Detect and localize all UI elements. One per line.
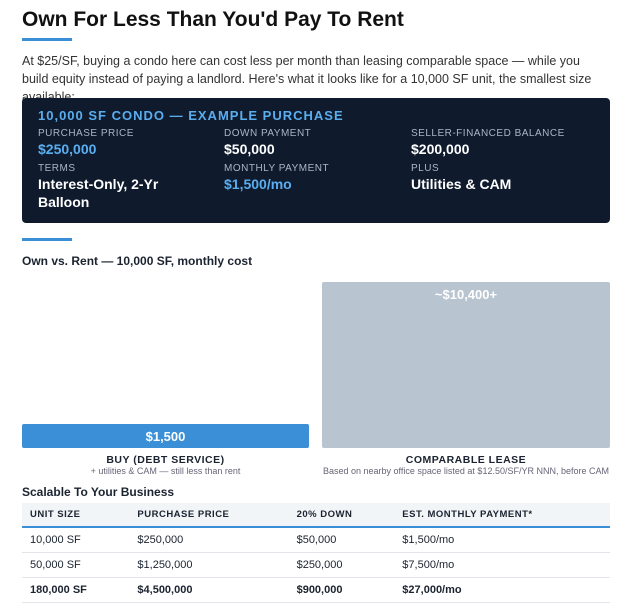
table-cell: $1,250,000: [129, 552, 289, 578]
column-header: EST. MONTHLY PAYMENT*: [394, 503, 610, 528]
column-header: 20% DOWN: [288, 503, 395, 528]
table-row: 10,000 SF $250,000 $50,000 $1,500/mo: [22, 527, 610, 553]
field-value: $250,000: [38, 141, 97, 157]
chart-title: Own vs. Rent — 10,000 SF, monthly cost: [22, 254, 253, 268]
table-cell: $1,500/mo: [394, 527, 610, 553]
table-cell: $27,000/mo: [394, 577, 610, 603]
example-title: 10,000 SF CONDO — EXAMPLE PURCHASE: [38, 108, 344, 123]
table-cell: $250,000: [288, 552, 395, 578]
field-value: $200,000: [411, 141, 470, 157]
table-cell: $250,000: [129, 527, 289, 553]
table-cell: 50,000 SF: [22, 552, 130, 578]
value-label: $1,500: [146, 429, 186, 444]
field-value: $1,500/mo: [224, 176, 292, 192]
field-label: TERMS: [38, 163, 76, 174]
field-label: SELLER-FINANCED BALANCE: [411, 128, 565, 139]
field: PURCHASE PRICE $250,000: [38, 128, 208, 158]
field-value: Utilities & CAM: [411, 176, 512, 192]
page-title: Own For Less Than You'd Pay To Rent: [22, 8, 404, 31]
scale-table: UNIT SIZE PURCHASE PRICE 20% DOWN EST. MONT…: [22, 503, 610, 603]
field: TERMS Interest-Only, 2-Yr Balloon: [38, 163, 188, 211]
bar: [322, 282, 610, 448]
table-cell: 180,000 SF: [22, 577, 130, 603]
divider: [22, 238, 72, 241]
category-label: BUY (DEBT SERVICE): [106, 454, 224, 466]
chart: $1,500 BUY (DEBT SERVICE)+ utilities & CA…: [22, 282, 610, 476]
table-row: 180,000 SF $4,500,000 $900,000 $27,000/mo: [22, 577, 610, 603]
bar: [22, 424, 309, 448]
table-cell: 10,000 SF: [22, 527, 130, 553]
table-title: Scalable To Your Business: [22, 485, 175, 499]
field-label: DOWN PAYMENT: [224, 128, 312, 139]
category-label: COMPARABLE LEASE: [406, 454, 526, 466]
example-box: 10,000 SF CONDO — EXAMPLE PURCHASE PURCH…: [22, 98, 610, 223]
value-label: ~$10,400+: [435, 287, 498, 302]
field-label: MONTHLY PAYMENT: [224, 163, 330, 174]
field: MONTHLY PAYMENT $1,500/mo: [224, 163, 394, 193]
table-row: 50,000 SF $1,250,000 $250,000 $7,500/mo: [22, 552, 610, 578]
category-note: + utilities & CAM — still less than rent: [91, 466, 241, 476]
table-cell: $50,000: [288, 527, 395, 553]
field: PLUS Utilities & CAM: [411, 163, 581, 193]
field: DOWN PAYMENT $50,000: [224, 128, 394, 158]
page: Own For Less Than You'd Pay To Rent At $…: [22, 8, 610, 603]
field-value: Interest-Only, 2-Yr Balloon: [38, 176, 159, 210]
field-label: PLUS: [411, 163, 440, 174]
field-label: PURCHASE PRICE: [38, 128, 134, 139]
divider: [22, 38, 72, 41]
column-header: PURCHASE PRICE: [129, 503, 289, 528]
column-header: UNIT SIZE: [22, 503, 130, 528]
field-value: $50,000: [224, 141, 275, 157]
field: SELLER-FINANCED BALANCE $200,000: [411, 128, 581, 158]
table-cell: $4,500,000: [129, 577, 289, 603]
table-cell: $900,000: [288, 577, 395, 603]
category-note: Based on nearby office space listed at $…: [323, 466, 609, 476]
table-cell: $7,500/mo: [394, 552, 610, 578]
